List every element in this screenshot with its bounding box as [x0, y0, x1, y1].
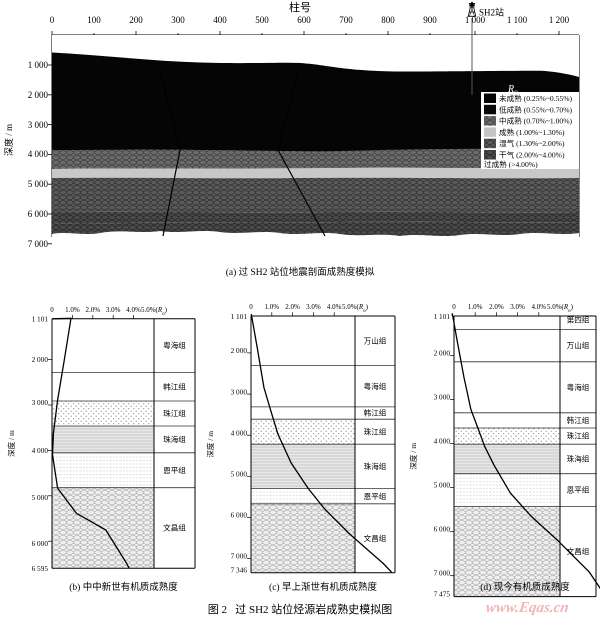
svg-text:500: 500 — [255, 15, 269, 25]
svg-text:(c) 早上渐世有机质成熟度: (c) 早上渐世有机质成熟度 — [269, 581, 377, 593]
svg-text:6 595: 6 595 — [32, 564, 49, 573]
svg-text:4.0%: 4.0% — [126, 306, 141, 314]
svg-text:粤海组: 粤海组 — [163, 340, 186, 350]
svg-text:3 000: 3 000 — [28, 120, 49, 130]
svg-text:6 000: 6 000 — [32, 539, 49, 548]
svg-text:万山组: 万山组 — [364, 335, 387, 345]
svg-text:第四组: 第四组 — [567, 315, 590, 325]
svg-text:600: 600 — [297, 15, 311, 25]
svg-text:1.0%: 1.0% — [265, 303, 280, 311]
svg-text:2.0%: 2.0% — [86, 306, 101, 314]
svg-text:400: 400 — [213, 15, 227, 25]
svg-text:100: 100 — [87, 15, 101, 25]
svg-text:2 000: 2 000 — [231, 346, 248, 355]
svg-text:(a) 过 SH2 站位地震剖面成熟度模拟: (a) 过 SH2 站位地震剖面成熟度模拟 — [226, 266, 375, 278]
svg-text:5.0%(Ro): 5.0%(Ro) — [141, 306, 168, 317]
svg-text:6 000: 6 000 — [434, 525, 451, 534]
svg-text:珠海组: 珠海组 — [163, 434, 186, 444]
svg-text:(b) 中中新世有机质成熟度: (b) 中中新世有机质成熟度 — [69, 581, 178, 593]
svg-text:2 000: 2 000 — [434, 349, 451, 358]
svg-text:珠江组: 珠江组 — [163, 408, 186, 418]
svg-text:5 000: 5 000 — [32, 493, 49, 502]
svg-text:恩平组: 恩平组 — [163, 465, 186, 475]
svg-text:2.0%: 2.0% — [285, 303, 300, 311]
svg-text:湿气 (1.30%~2.00%): 湿气 (1.30%~2.00%) — [499, 138, 565, 148]
svg-text:4.0%: 4.0% — [327, 303, 342, 311]
svg-text:1 101: 1 101 — [32, 315, 49, 324]
svg-text:1 000: 1 000 — [28, 60, 49, 70]
svg-text:5.0%(Ro): 5.0%(Ro) — [342, 303, 369, 314]
svg-text:文昌组: 文昌组 — [163, 523, 186, 533]
svg-text:4 000: 4 000 — [434, 437, 451, 446]
svg-text:0: 0 — [452, 303, 456, 311]
svg-text:SH2站: SH2站 — [479, 7, 504, 18]
svg-text:柱号: 柱号 — [289, 0, 311, 14]
svg-text:800: 800 — [381, 15, 395, 25]
svg-text:3.0%: 3.0% — [106, 306, 121, 314]
svg-text:珠海组: 珠海组 — [364, 461, 387, 471]
svg-text:1 101: 1 101 — [434, 312, 451, 321]
svg-text:2 000: 2 000 — [32, 355, 49, 364]
svg-text:1 101: 1 101 — [231, 312, 248, 321]
svg-text:6 000: 6 000 — [28, 209, 49, 219]
svg-text:低成熟 (0.55%~0.70%): 低成熟 (0.55%~0.70%) — [499, 104, 573, 114]
svg-text:5.0%(Ro): 5.0%(Ro) — [547, 303, 574, 314]
svg-text:4.0%: 4.0% — [532, 303, 547, 311]
svg-text:珠江组: 珠江组 — [567, 431, 590, 441]
svg-text:700: 700 — [339, 15, 353, 25]
svg-text:恩平组: 恩平组 — [567, 485, 590, 495]
svg-text:3 000: 3 000 — [231, 388, 248, 397]
svg-text:珠江组: 珠江组 — [364, 426, 387, 436]
svg-text:300: 300 — [171, 15, 185, 25]
svg-text:2.0%: 2.0% — [489, 303, 504, 311]
svg-text:0: 0 — [50, 306, 54, 314]
svg-text:200: 200 — [129, 15, 143, 25]
svg-text:3.0%: 3.0% — [510, 303, 525, 311]
svg-text:1.0%: 1.0% — [65, 306, 80, 314]
svg-text:3 000: 3 000 — [32, 398, 49, 407]
svg-text:5 000: 5 000 — [231, 470, 248, 479]
svg-text:粤海组: 粤海组 — [567, 382, 590, 392]
svg-text:3 000: 3 000 — [434, 393, 451, 402]
svg-text:深度 / m: 深度 / m — [408, 443, 418, 470]
svg-text:7 000: 7 000 — [434, 569, 451, 578]
svg-text:4 000: 4 000 — [231, 429, 248, 438]
svg-text:7 000: 7 000 — [231, 552, 248, 561]
svg-text:3.0%: 3.0% — [306, 303, 321, 311]
svg-text:7 475: 7 475 — [434, 590, 451, 599]
svg-text:7 346: 7 346 — [231, 566, 248, 575]
svg-text:文昌组: 文昌组 — [567, 546, 590, 556]
svg-text:900: 900 — [423, 15, 437, 25]
svg-text:韩江组: 韩江组 — [567, 415, 590, 425]
svg-text:5 000: 5 000 — [434, 481, 451, 490]
svg-text:韩江组: 韩江组 — [364, 408, 387, 418]
svg-text:文昌组: 文昌组 — [364, 533, 387, 543]
svg-text:万山组: 万山组 — [567, 340, 590, 350]
svg-text:珠海组: 珠海组 — [567, 454, 590, 464]
svg-text:成熟 (1.00%~1.30%): 成熟 (1.00%~1.30%) — [499, 127, 565, 137]
svg-text:干气 (2.00%~4.00%): 干气 (2.00%~4.00%) — [499, 150, 565, 160]
svg-text:韩江组: 韩江组 — [163, 381, 186, 391]
svg-text:6 000: 6 000 — [231, 511, 248, 520]
svg-text:(d) 现今有机质成熟度: (d) 现今有机质成熟度 — [480, 581, 570, 593]
svg-text:4 000: 4 000 — [28, 149, 49, 159]
svg-text:恩平组: 恩平组 — [364, 491, 387, 501]
svg-text:5 000: 5 000 — [28, 179, 49, 189]
svg-text:2 000: 2 000 — [28, 90, 49, 100]
svg-text:深度 / m: 深度 / m — [3, 124, 14, 156]
svg-text:未成熟 (0.25%~0.55%): 未成熟 (0.25%~0.55%) — [499, 93, 573, 103]
svg-text:1.0%: 1.0% — [468, 303, 483, 311]
svg-text:1 100: 1 100 — [507, 15, 528, 25]
svg-text:7 000: 7 000 — [28, 239, 49, 249]
svg-text:深度 / m: 深度 / m — [6, 430, 16, 457]
svg-text:0: 0 — [50, 15, 55, 25]
svg-text:深度 / m: 深度 / m — [205, 431, 215, 458]
svg-text:4 000: 4 000 — [32, 446, 49, 455]
svg-text:1 200: 1 200 — [549, 15, 570, 25]
svg-text:粤海组: 粤海组 — [364, 381, 387, 391]
svg-text:0: 0 — [249, 303, 253, 311]
svg-text:中成熟 (0.70%~1.00%): 中成熟 (0.70%~1.00%) — [499, 116, 573, 126]
svg-text:过成熟 (>4.00%): 过成熟 (>4.00%) — [484, 159, 538, 169]
